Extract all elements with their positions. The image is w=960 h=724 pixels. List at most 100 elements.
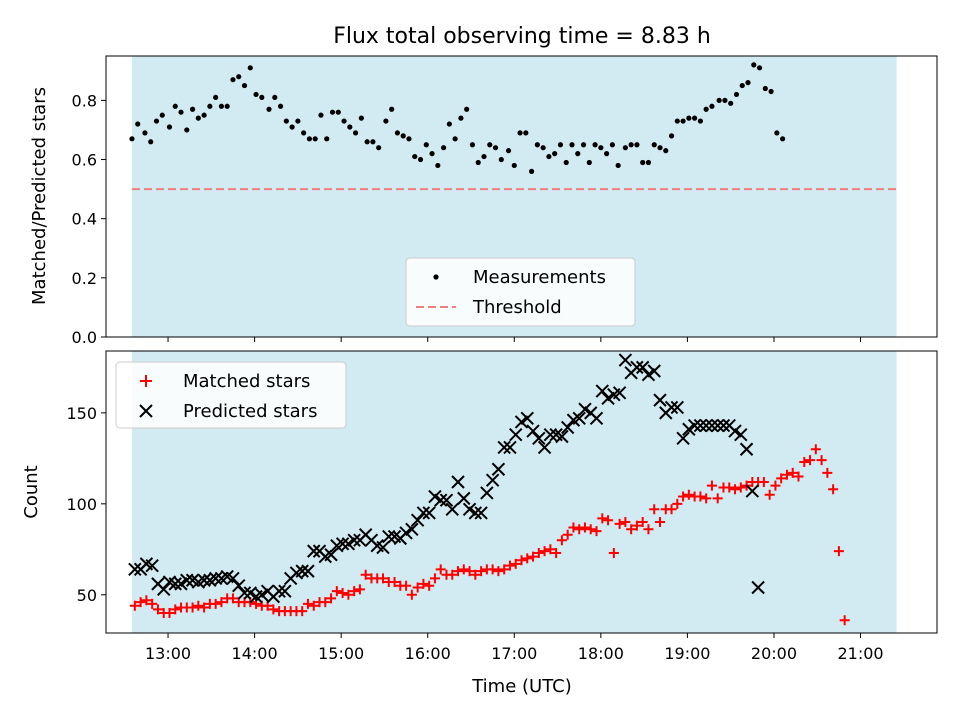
data-point xyxy=(247,65,253,71)
data-point xyxy=(557,142,564,148)
data-point xyxy=(780,136,786,142)
data-point xyxy=(645,159,652,166)
data-point xyxy=(447,569,458,580)
data-point xyxy=(320,597,331,608)
series-predicted-stars xyxy=(128,353,765,604)
data-point xyxy=(491,462,506,476)
data-point xyxy=(572,411,586,426)
data-point xyxy=(187,602,198,613)
data-point xyxy=(474,506,488,520)
data-point xyxy=(406,136,412,142)
data-point xyxy=(733,91,740,98)
data-point xyxy=(497,440,511,455)
data-point xyxy=(435,162,441,169)
data-point xyxy=(184,127,190,133)
data-point xyxy=(839,615,850,626)
data-point xyxy=(147,598,158,609)
bottom-panel: 50 100 150 13:00 14:00 15:00 16:00 17:00 18:00 19… xyxy=(66,350,938,663)
data-point xyxy=(653,393,667,407)
data-point xyxy=(278,584,292,598)
data-point xyxy=(522,553,533,564)
data-point xyxy=(468,506,483,520)
data-point xyxy=(178,109,184,115)
data-point xyxy=(423,142,429,148)
data-point xyxy=(394,130,401,136)
data-point xyxy=(580,142,587,148)
data-point xyxy=(382,529,396,544)
data-point xyxy=(586,159,592,166)
data-point xyxy=(649,504,660,515)
data-point xyxy=(528,551,539,562)
data-point xyxy=(469,142,476,148)
data-point xyxy=(352,130,359,136)
data-point xyxy=(128,562,142,577)
data-point xyxy=(523,130,529,136)
data-point xyxy=(520,411,534,426)
data-point xyxy=(401,580,412,591)
legend-label: Measurements xyxy=(473,267,606,288)
data-point xyxy=(622,145,628,151)
data-point xyxy=(429,573,440,584)
data-point xyxy=(533,547,544,558)
data-point xyxy=(412,582,423,593)
data-point xyxy=(701,493,712,504)
data-point xyxy=(828,484,839,495)
data-point xyxy=(635,360,650,375)
data-point xyxy=(457,491,471,506)
data-point xyxy=(324,548,338,562)
data-point xyxy=(716,418,731,433)
data-point xyxy=(308,600,319,611)
data-point xyxy=(774,130,780,136)
data-point xyxy=(364,139,370,145)
data-point xyxy=(216,597,227,608)
data-point xyxy=(568,522,579,533)
y-tick-label: 50 xyxy=(77,586,97,605)
data-point xyxy=(711,418,725,433)
data-point xyxy=(232,578,246,593)
data-point xyxy=(145,558,159,573)
data-point xyxy=(417,156,424,163)
data-point xyxy=(439,493,454,507)
data-point xyxy=(537,440,552,455)
data-point xyxy=(227,593,238,604)
data-point xyxy=(745,80,751,86)
data-point xyxy=(470,569,481,580)
data-point xyxy=(135,597,146,608)
data-point xyxy=(405,522,419,537)
data-point xyxy=(354,584,365,595)
data-point xyxy=(620,517,631,528)
data-point xyxy=(609,142,615,148)
data-point xyxy=(705,418,719,433)
data-point xyxy=(259,94,265,101)
data-point xyxy=(458,115,464,121)
data-point xyxy=(555,429,569,444)
data-point xyxy=(510,558,521,569)
data-point xyxy=(528,168,535,174)
data-point xyxy=(503,440,517,455)
data-point xyxy=(628,142,634,148)
data-point xyxy=(208,571,223,586)
data-point xyxy=(301,564,315,578)
legend: Measurements Threshold xyxy=(405,257,636,327)
data-point xyxy=(574,524,585,535)
data-point xyxy=(406,589,417,600)
data-point xyxy=(756,65,763,71)
data-point xyxy=(799,456,810,467)
data-point xyxy=(562,529,573,540)
data-point xyxy=(762,85,768,92)
data-point xyxy=(236,74,242,80)
data-point xyxy=(335,109,341,115)
data-point xyxy=(180,573,194,587)
data-point xyxy=(603,515,614,526)
series-measurements xyxy=(129,62,786,174)
data-point xyxy=(504,560,515,571)
data-point xyxy=(787,467,798,478)
data-point xyxy=(268,604,279,615)
data-point xyxy=(579,522,590,533)
data-point xyxy=(166,124,173,130)
data-point xyxy=(164,607,175,618)
data-point xyxy=(543,427,558,442)
data-point xyxy=(272,94,278,101)
data-point xyxy=(712,493,723,504)
